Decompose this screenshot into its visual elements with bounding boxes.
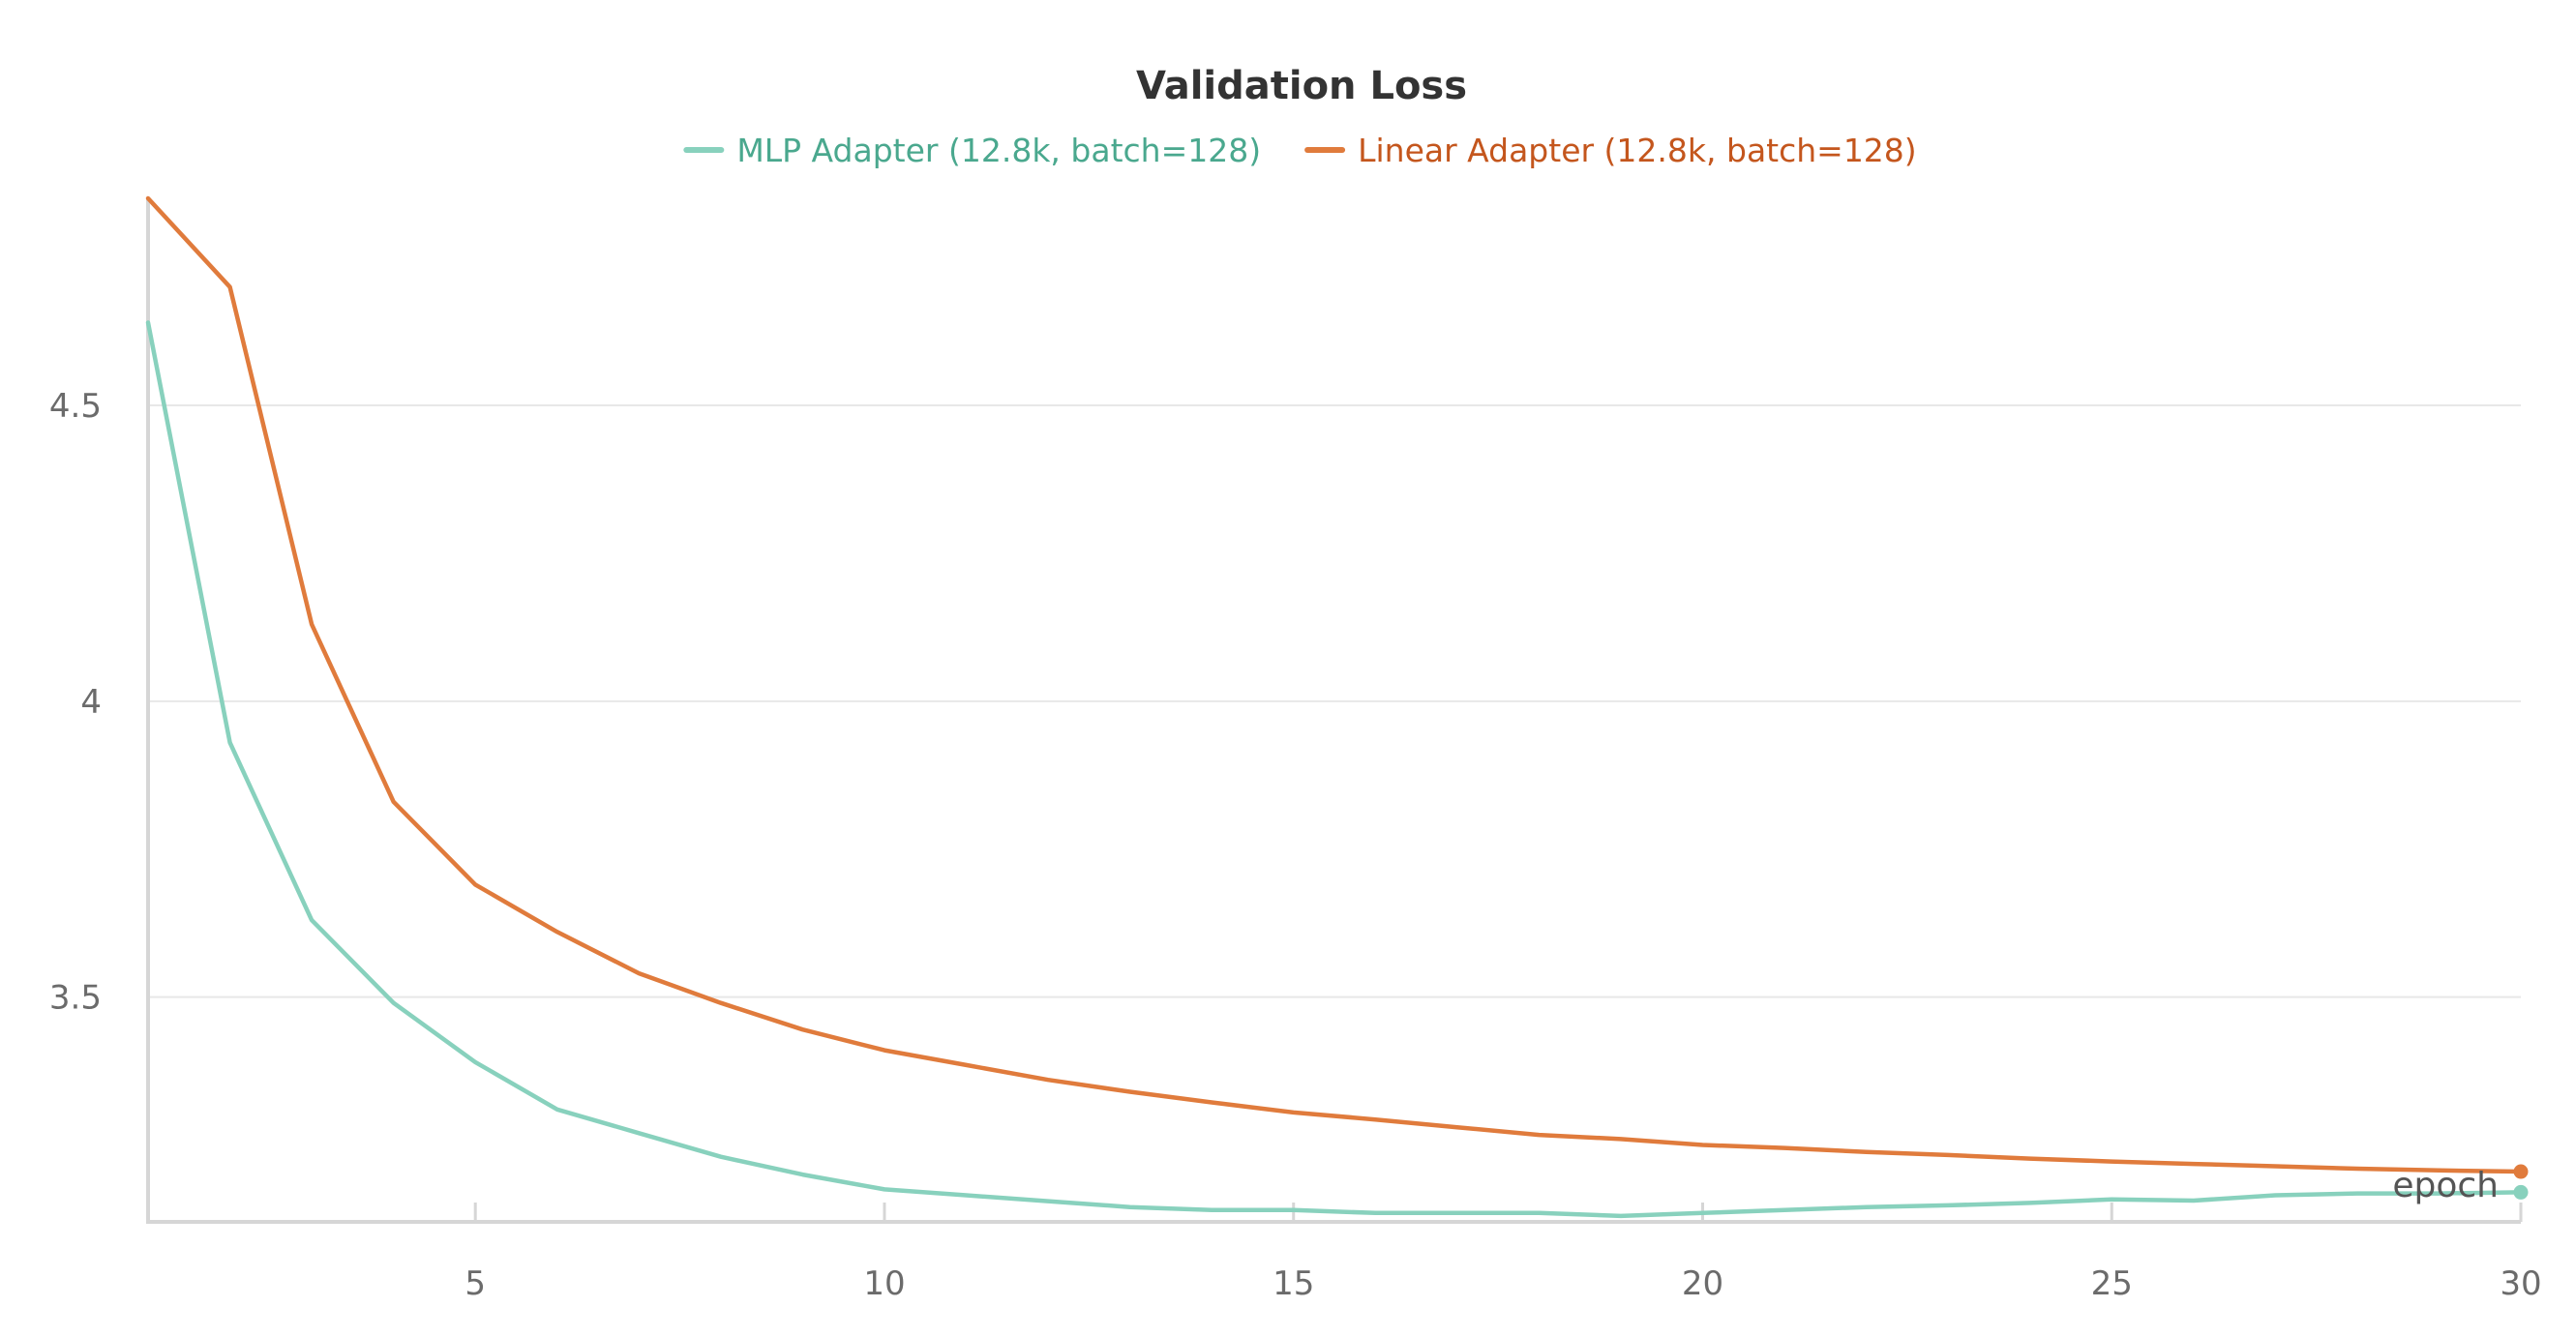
x-tick-label: 20 (1682, 1264, 1723, 1303)
axes: 5 10 15 20 25 30 (146, 198, 2542, 1303)
series-end-point-1 (2513, 1164, 2529, 1179)
x-tick-label: 10 (863, 1264, 905, 1303)
series-line-0 (145, 320, 2524, 1219)
x-tick-label: 5 (464, 1264, 486, 1303)
legend: MLP Adapter (12.8k, batch=128) Linear Ada… (683, 132, 1917, 169)
x-tick-label: 30 (2500, 1264, 2541, 1303)
x-axis-title: epoch (2392, 1166, 2499, 1205)
y-tick-label: 4 (80, 683, 102, 722)
series-line-1 (145, 195, 2524, 1174)
grid-lines: 3.5 4 4.5 (49, 387, 2521, 1018)
y-tick-label: 3.5 (49, 979, 102, 1018)
legend-label-1: Linear Adapter (12.8k, batch=128) (1358, 132, 1917, 169)
x-tick-label: 15 (1273, 1264, 1314, 1303)
chart-title: Validation Loss (1136, 64, 1467, 108)
series-end-point-0 (2513, 1184, 2529, 1200)
legend-label-0: MLP Adapter (12.8k, batch=128) (736, 132, 1261, 169)
y-tick-label: 4.5 (49, 387, 102, 426)
series-lines (145, 195, 2529, 1219)
x-tick-label: 25 (2091, 1264, 2133, 1303)
